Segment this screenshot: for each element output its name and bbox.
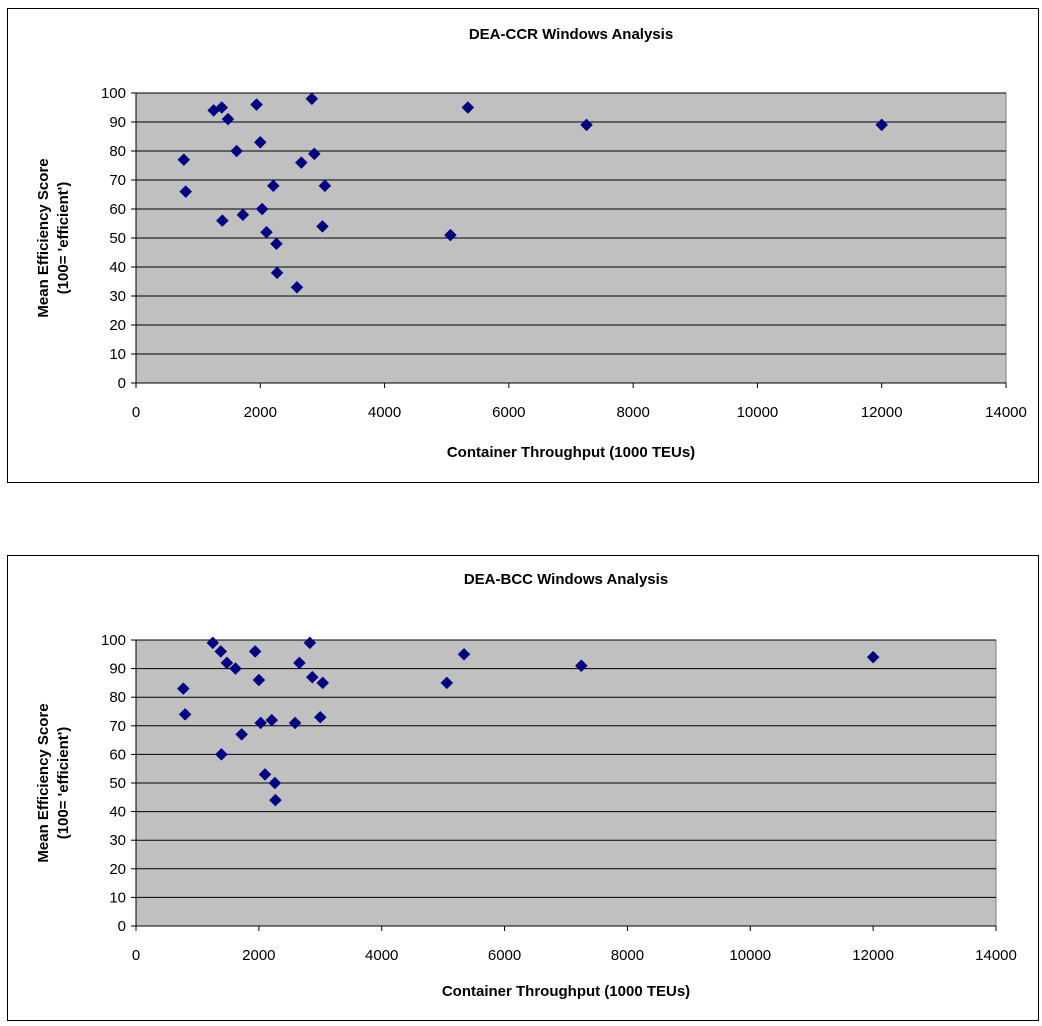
ccr-x-tick-label: 14000 — [985, 404, 1027, 421]
bcc-y-tick-label: 20 — [109, 861, 126, 878]
ccr-data-point — [318, 179, 332, 193]
ccr-data-point — [294, 156, 308, 169]
ccr-data-point — [215, 101, 229, 114]
bcc-data-point — [288, 716, 302, 730]
ccr-y-tick-label: 0 — [118, 375, 126, 392]
ccr-data-point — [316, 220, 329, 233]
bcc-data-point — [269, 793, 282, 807]
ccr-y-axis-label-line2: (100= 'efficient') — [55, 182, 72, 295]
ccr-y-tick-label: 10 — [109, 346, 126, 363]
ccr-data-point — [255, 202, 269, 216]
bcc-x-tick-label: 4000 — [365, 947, 398, 964]
ccr-x-tick-label: 4000 — [368, 404, 401, 421]
ccr-x-tick-label: 0 — [132, 404, 140, 421]
ccr-data-point — [266, 179, 280, 193]
ccr-data-point — [580, 118, 593, 132]
bcc-data-point — [866, 650, 880, 664]
ccr-x-tick-label: 2000 — [244, 404, 277, 421]
ccr-data-point — [177, 153, 191, 167]
ccr-data-point — [290, 280, 304, 294]
bcc-x-tick-label: 8000 — [611, 947, 644, 964]
ccr-y-tick-label: 80 — [109, 143, 126, 160]
bcc-y-tick-label: 10 — [109, 889, 126, 906]
bcc-data-point — [303, 636, 317, 650]
bcc-data-point — [575, 659, 588, 673]
bcc-y-tick-label: 30 — [109, 832, 126, 849]
bcc-data-point — [258, 768, 272, 781]
bcc-data-point — [293, 656, 306, 670]
bcc-data-point — [457, 647, 471, 661]
bcc-data-point — [206, 636, 220, 650]
ccr-y-tick-label: 90 — [109, 114, 126, 131]
ccr-y-tick-label: 50 — [109, 230, 126, 247]
bcc-data-point — [176, 682, 190, 695]
bcc-chart-frame: 0 10 20 30 40 50 60 70 80 90 100 0 2000 4000 6000 8000 1… — [7, 555, 1039, 1021]
ccr-y-tick-label: 60 — [109, 201, 126, 218]
bcc-y-tick-label: 0 — [118, 918, 126, 935]
ccr-y-tick-label: 20 — [109, 317, 126, 334]
bcc-data-point — [235, 728, 249, 741]
bcc-y-tick-label: 50 — [109, 775, 126, 792]
ccr-data-point — [875, 118, 889, 132]
ccr-y-tick-label: 30 — [109, 288, 126, 305]
ccr-data-point — [221, 112, 235, 126]
bcc-x-tick-label: 12000 — [852, 947, 894, 964]
ccr-x-tick-label: 12000 — [861, 404, 903, 421]
bcc-y-axis-label-line2: (100= 'efficient') — [55, 727, 72, 840]
bcc-x-tick-label: 2000 — [242, 947, 275, 964]
ccr-x-tick-label: 10000 — [737, 404, 779, 421]
ccr-data-point — [444, 228, 457, 242]
bcc-y-tick-label: 90 — [109, 661, 126, 678]
bcc-data-point — [229, 662, 242, 675]
ccr-x-tick-label: 8000 — [616, 404, 649, 421]
ccr-data-point — [260, 225, 273, 239]
ccr-data-point — [250, 98, 263, 111]
ccr-x-axis-label: Container Throughput (1000 TEUs) — [447, 444, 695, 461]
ccr-data-point — [270, 266, 284, 280]
ccr-chart-title: DEA-CCR Windows Analysis — [469, 26, 673, 43]
ccr-x-tick-label: 6000 — [492, 404, 525, 421]
bcc-data-point — [215, 748, 228, 761]
bcc-data-point — [268, 776, 282, 790]
bcc-x-axis-label: Container Throughput (1000 TEUs) — [442, 983, 690, 1000]
ccr-y-tick-label: 70 — [109, 172, 126, 189]
bcc-x-tick-label: 14000 — [975, 947, 1017, 964]
bcc-data-point — [248, 645, 262, 658]
bcc-data-point — [305, 670, 319, 684]
bcc-data-point — [265, 713, 279, 727]
bcc-chart-title: DEA-BCC Windows Analysis — [464, 571, 668, 588]
bcc-x-tick-label: 0 — [132, 947, 140, 964]
ccr-chart-frame: 0 10 20 30 40 50 60 70 80 90 100 0 2000 4000 6000 8000 1… — [7, 8, 1039, 483]
ccr-data-point — [230, 144, 244, 158]
ccr-y-axis-label-line1: Mean Efficiency Score — [35, 158, 52, 317]
ccr-y-tick-label: 100 — [101, 85, 126, 102]
bcc-y-tick-label: 60 — [109, 746, 126, 763]
ccr-data-point — [179, 185, 193, 198]
bcc-y-axis-label-line1: Mean Efficiency Score — [35, 703, 52, 862]
bcc-x-tick-label: 6000 — [488, 947, 521, 964]
ccr-data-point — [270, 237, 283, 251]
bcc-y-tick-label: 100 — [101, 632, 126, 649]
bcc-data-point — [440, 676, 454, 690]
ccr-data-point — [307, 147, 321, 161]
ccr-data-point — [305, 92, 319, 106]
bcc-y-tick-label: 80 — [109, 689, 126, 706]
ccr-y-tick-label: 40 — [109, 259, 126, 276]
bcc-data-point — [178, 708, 192, 721]
ccr-data-point — [216, 214, 229, 227]
bcc-data-point — [214, 645, 228, 658]
bcc-x-tick-label: 10000 — [729, 947, 771, 964]
ccr-scatter-chart: 0 10 20 30 40 50 60 70 80 90 100 0 2000 4000 6000 8000 1… — [35, 26, 1027, 461]
ccr-data-point — [253, 135, 267, 149]
bcc-data-point — [252, 673, 266, 687]
bcc-scatter-chart: 0 10 20 30 40 50 60 70 80 90 100 0 2000 4000 6000 8000 1… — [35, 571, 1017, 1000]
bcc-y-tick-label: 40 — [109, 804, 126, 821]
ccr-data-point — [236, 208, 250, 222]
bcc-data-point — [220, 656, 234, 670]
bcc-y-tick-label: 70 — [109, 718, 126, 735]
bcc-data-point — [316, 676, 330, 690]
bcc-data-point — [313, 710, 327, 724]
ccr-data-point — [461, 101, 475, 114]
bcc-data-point — [254, 716, 268, 730]
